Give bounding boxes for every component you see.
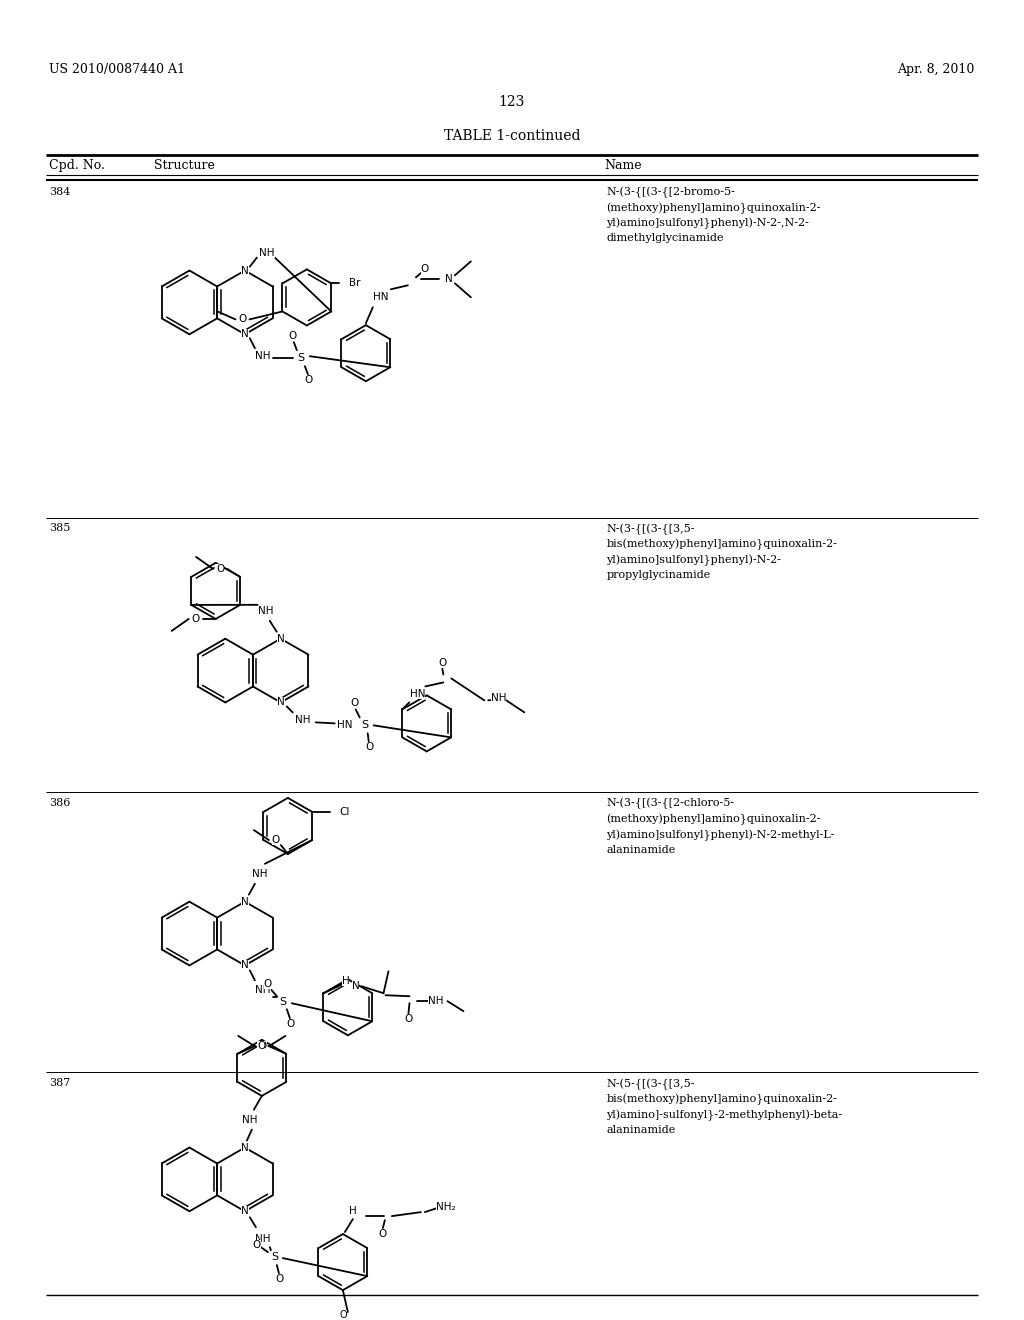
Text: NH: NH: [258, 606, 273, 616]
Text: H: H: [342, 977, 349, 986]
Text: 387: 387: [49, 1078, 71, 1088]
Text: O: O: [239, 314, 247, 325]
Text: 386: 386: [49, 799, 71, 808]
Text: NH: NH: [259, 248, 274, 257]
Text: S: S: [271, 1253, 279, 1262]
Text: N: N: [351, 981, 359, 991]
Text: N-(5-{[(3-{[3,5-
bis(methoxy)phenyl]amino}quinoxalin-2-
yl)amino]-sulfonyl}-2-me: N-(5-{[(3-{[3,5- bis(methoxy)phenyl]amin…: [606, 1078, 843, 1135]
Text: N: N: [276, 634, 285, 644]
Text: US 2010/0087440 A1: US 2010/0087440 A1: [49, 63, 185, 77]
Text: HN: HN: [410, 689, 425, 700]
Text: O: O: [258, 1041, 266, 1051]
Text: NH₂: NH₂: [436, 1203, 456, 1212]
Text: N: N: [241, 265, 249, 276]
Text: N: N: [276, 697, 285, 708]
Text: N-(3-{[(3-{[3,5-
bis(methoxy)phenyl]amino}quinoxalin-2-
yl)amino]sulfonyl}phenyl: N-(3-{[(3-{[3,5- bis(methoxy)phenyl]amin…: [606, 523, 838, 579]
Text: O: O: [289, 331, 297, 342]
Text: O: O: [191, 614, 200, 624]
Text: Apr. 8, 2010: Apr. 8, 2010: [897, 63, 975, 77]
Text: O: O: [404, 1014, 413, 1024]
Text: N: N: [445, 275, 453, 284]
Text: O: O: [275, 1274, 284, 1284]
Text: Br: Br: [349, 279, 360, 288]
Text: Cl: Cl: [339, 807, 349, 817]
Text: O: O: [421, 264, 429, 275]
Text: N: N: [241, 961, 249, 970]
Text: NH: NH: [255, 1234, 270, 1245]
Text: NH: NH: [428, 997, 443, 1006]
Text: O: O: [339, 1309, 347, 1320]
Text: HN: HN: [337, 721, 352, 730]
Text: Name: Name: [604, 160, 642, 172]
Text: O: O: [257, 1041, 265, 1051]
Text: O: O: [379, 1229, 387, 1239]
Text: O: O: [305, 375, 313, 385]
Text: O: O: [350, 698, 358, 709]
Text: O: O: [264, 979, 272, 990]
Text: 385: 385: [49, 523, 71, 533]
Text: O: O: [253, 1241, 261, 1250]
Text: N-(3-{[(3-{[2-chloro-5-
(methoxy)phenyl]amino}quinoxalin-2-
yl)amino]sulfonyl}ph: N-(3-{[(3-{[2-chloro-5- (methoxy)phenyl]…: [606, 799, 835, 855]
Text: N: N: [241, 896, 249, 907]
Text: NH: NH: [255, 985, 270, 995]
Text: N-(3-{[(3-{[2-bromo-5-
(methoxy)phenyl]amino}quinoxalin-2-
yl)amino]sulfonyl}phe: N-(3-{[(3-{[2-bromo-5- (methoxy)phenyl]a…: [606, 186, 820, 243]
Text: NH: NH: [255, 351, 270, 362]
Text: S: S: [280, 998, 287, 1007]
Text: HN: HN: [373, 292, 389, 302]
Text: 123: 123: [499, 95, 525, 108]
Text: O: O: [438, 657, 446, 668]
Text: N: N: [241, 1143, 249, 1152]
Text: N: N: [241, 329, 249, 339]
Text: NH: NH: [252, 869, 267, 879]
Text: Structure: Structure: [154, 160, 214, 172]
Text: S: S: [361, 721, 369, 730]
Text: NH: NH: [490, 693, 506, 704]
Text: S: S: [297, 354, 304, 363]
Text: Cpd. No.: Cpd. No.: [49, 160, 105, 172]
Text: NH: NH: [242, 1114, 258, 1125]
Text: N: N: [241, 1206, 249, 1216]
Text: O: O: [216, 564, 224, 574]
Text: NH: NH: [295, 715, 310, 726]
Text: O: O: [271, 836, 280, 845]
Text: O: O: [366, 742, 374, 752]
Text: H: H: [349, 1206, 356, 1216]
Text: TABLE 1-continued: TABLE 1-continued: [443, 129, 581, 143]
Text: O: O: [287, 1019, 295, 1030]
Text: 384: 384: [49, 186, 71, 197]
